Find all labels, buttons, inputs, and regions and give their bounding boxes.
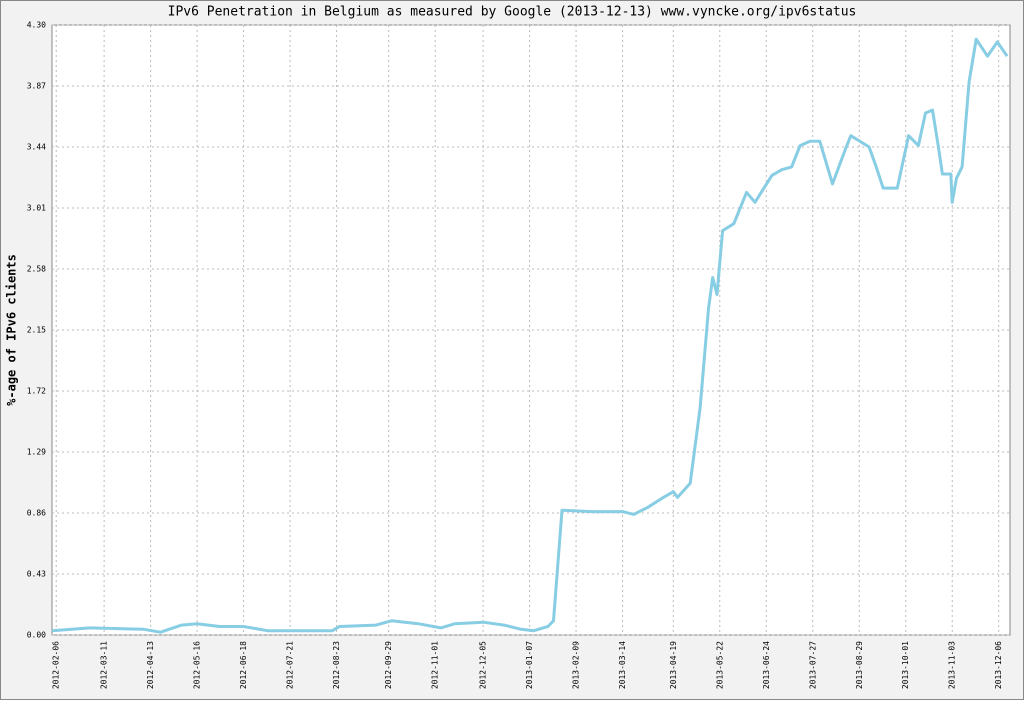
x-tick-label: 2013-06-24 [762,641,771,689]
x-tick-label: 2012-05-16 [193,641,202,689]
chart-title: IPv6 Penetration in Belgium as measured … [168,5,857,20]
x-tick-label: 2012-12-05 [479,641,488,689]
x-tick-label: 2012-04-13 [146,641,155,689]
y-tick-label: 3.87 [27,82,46,91]
y-tick-label: 0.00 [27,631,46,640]
y-tick-label: 2.58 [27,265,46,274]
plot-area [51,24,1011,636]
x-tick-label: 2013-12-06 [994,641,1003,689]
x-tick-label: 2013-02-09 [572,641,581,689]
y-tick-label: 3.44 [27,143,46,152]
x-tick-label: 2013-11-03 [948,641,957,689]
data-line [51,37,1009,634]
y-axis-label: %-age of IPv6 clients [5,254,19,406]
x-tick-label: 2013-04-19 [669,641,678,689]
x-tick-label: 2013-05-22 [715,641,724,689]
x-tick-label: 2012-07-21 [286,641,295,689]
y-tick-label: 0.86 [27,509,46,518]
x-tick-label: 2012-11-01 [431,641,440,689]
x-tick-label: 2012-02-06 [52,641,61,689]
x-tick-label: 2012-06-18 [239,641,248,689]
x-tick-label: 2013-10-01 [901,641,910,689]
y-tick-label: 4.30 [27,21,46,30]
y-tick-label: 1.72 [27,387,46,396]
x-tick-label: 2013-03-14 [618,641,627,689]
x-tick-label: 2012-08-23 [332,641,341,689]
y-tick-label: 3.01 [27,204,46,213]
y-tick-label: 0.43 [27,570,46,579]
x-tick-label: 2012-09-29 [384,641,393,689]
x-tick-label: 2013-01-07 [525,641,534,689]
y-tick-label: 1.29 [27,448,46,457]
x-tick-label: 2012-03-11 [100,641,109,689]
x-tick-label: 2013-07-27 [808,641,817,689]
y-tick-label: 2.15 [27,326,46,335]
x-tick-label: 2013-08-29 [855,641,864,689]
